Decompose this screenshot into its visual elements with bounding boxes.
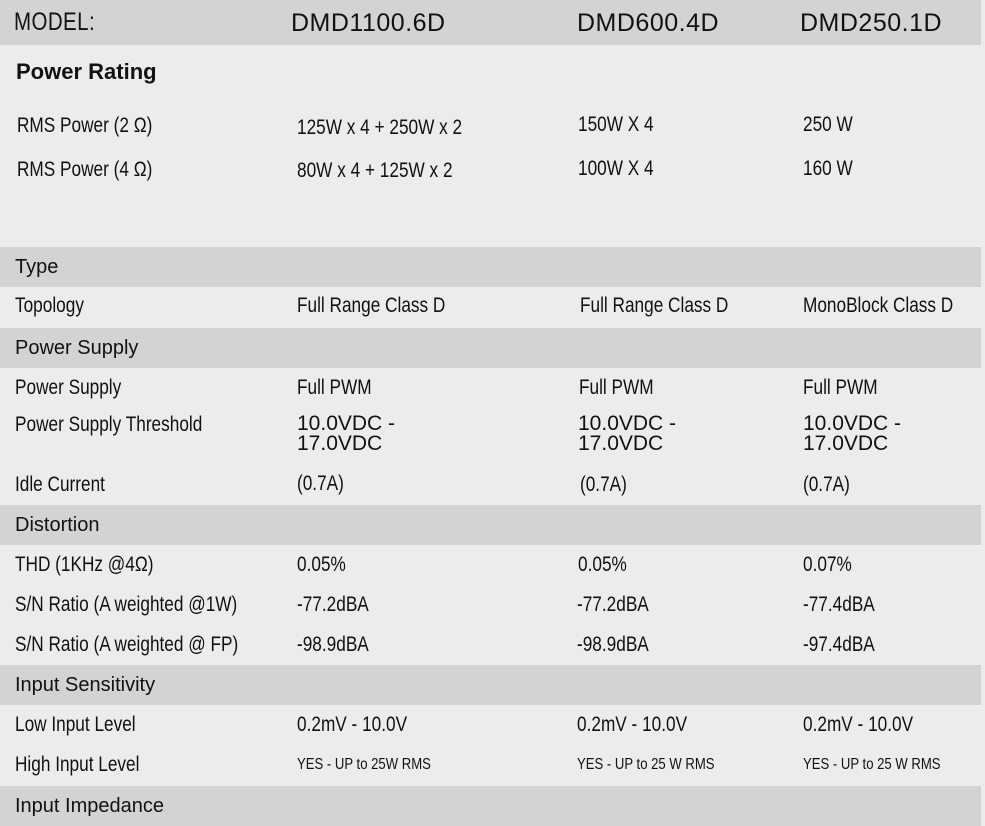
model-name: DMD1100.6D (291, 9, 446, 37)
section-band-power-supply (0, 328, 981, 368)
section-title-type: Type (15, 256, 59, 278)
high-input-level-value: YES - UP to 25W RMS (297, 756, 431, 773)
rms-power-4ohm-label: RMS Power (4 Ω) (17, 158, 153, 181)
thd-value: 0.07% (803, 553, 852, 576)
power-supply-threshold-value: 10.0VDC - 17.0VDC (578, 412, 677, 455)
rms-power-2ohm-value: 150W X 4 (578, 113, 654, 136)
thd-value: 0.05% (297, 553, 346, 576)
section-title-input-impedance: Input Impedance (15, 795, 164, 817)
rms-power-4ohm-value: 160 W (803, 157, 853, 180)
power-rating-title: Power Rating (16, 59, 157, 84)
sn-ratio-fp-label: S/N Ratio (A weighted @ FP) (15, 633, 239, 656)
idle-current-label: Idle Current (15, 473, 105, 496)
power-supply-value: Full PWM (579, 376, 654, 399)
topology-value: Full Range Class D (580, 294, 729, 317)
rms-power-4ohm-value: 100W X 4 (578, 157, 654, 180)
sn-ratio-1w-value: -77.2dBA (577, 593, 649, 616)
high-input-level-label: High Input Level (15, 753, 140, 776)
power-supply-threshold-value: 10.0VDC - 17.0VDC (297, 412, 396, 455)
topology-label: Topology (15, 294, 84, 317)
section-title-input-sensitivity: Input Sensitivity (15, 674, 156, 696)
model-header-band (0, 0, 981, 45)
section-band-input-sensitivity (0, 665, 981, 705)
sn-ratio-fp-value: -98.9dBA (577, 633, 649, 656)
rms-power-2ohm-value: 125W x 4 + 250W x 2 (297, 116, 463, 139)
model-label: MODEL: (14, 8, 96, 36)
idle-current-value: (0.7A) (803, 473, 850, 496)
low-input-level-value: 0.2mV - 10.0V (803, 713, 914, 736)
power-supply-label: Power Supply (15, 376, 122, 399)
low-input-level-value: 0.2mV - 10.0V (297, 713, 408, 736)
power-supply-value: Full PWM (803, 376, 878, 399)
high-input-level-value: YES - UP to 25 W RMS (803, 756, 941, 773)
thd-label: THD (1KHz @4Ω) (15, 553, 154, 576)
section-band-distortion (0, 505, 981, 545)
rms-power-2ohm-label: RMS Power (2 Ω) (17, 114, 153, 137)
idle-current-value: (0.7A) (297, 472, 344, 495)
model-name: DMD250.1D (800, 9, 943, 37)
section-band-type (0, 247, 981, 287)
section-title-power-supply: Power Supply (15, 337, 139, 359)
low-input-level-value: 0.2mV - 10.0V (577, 713, 688, 736)
rms-power-2ohm-value: 250 W (803, 113, 853, 136)
thd-value: 0.05% (578, 553, 627, 576)
low-input-level-label: Low Input Level (15, 713, 136, 736)
idle-current-value: (0.7A) (580, 473, 627, 496)
sn-ratio-1w-value: -77.2dBA (297, 593, 369, 616)
rms-power-4ohm-value: 80W x 4 + 125W x 2 (297, 159, 453, 182)
sn-ratio-fp-value: -98.9dBA (297, 633, 369, 656)
model-name: DMD600.4D (577, 9, 720, 37)
power-supply-value: Full PWM (297, 376, 372, 399)
power-supply-threshold-value: 10.0VDC - 17.0VDC (803, 412, 902, 455)
section-title-distortion: Distortion (15, 514, 100, 536)
sn-ratio-fp-value: -97.4dBA (803, 633, 875, 656)
sn-ratio-1w-value: -77.4dBA (803, 593, 875, 616)
section-band-input-impedance (0, 786, 981, 826)
topology-value: MonoBlock Class D (803, 294, 954, 317)
topology-value: Full Range Class D (297, 294, 446, 317)
power-supply-threshold-label: Power Supply Threshold (15, 413, 203, 436)
sn-ratio-1w-label: S/N Ratio (A weighted @1W) (15, 593, 238, 616)
high-input-level-value: YES - UP to 25 W RMS (577, 756, 715, 773)
